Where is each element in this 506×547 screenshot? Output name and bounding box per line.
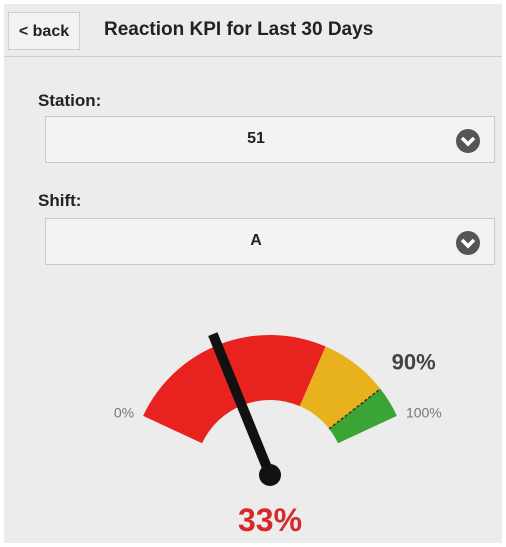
shift-select[interactable]: A xyxy=(45,218,495,265)
header: < back Reaction KPI for Last 30 Days xyxy=(4,4,502,57)
shift-value: A xyxy=(250,232,262,249)
needle-hub xyxy=(259,464,281,486)
dropdown-icon xyxy=(456,231,480,255)
screen: < back Reaction KPI for Last 30 Days Sta… xyxy=(4,4,502,543)
tick-label: 100% xyxy=(406,405,442,421)
back-button[interactable]: < back xyxy=(8,12,80,50)
target-line xyxy=(328,388,381,430)
station-label: Station: xyxy=(38,91,102,110)
station-value: 51 xyxy=(247,130,265,147)
shift-label: Shift: xyxy=(38,191,82,210)
gauge-band xyxy=(299,346,381,429)
gauge-band xyxy=(329,388,397,444)
page-title: Reaction KPI for Last 30 Days xyxy=(104,19,374,40)
station-select[interactable]: 51 xyxy=(45,116,495,163)
dropdown-icon xyxy=(456,129,480,153)
needle xyxy=(208,332,275,477)
value-label: 33% xyxy=(238,502,302,538)
gauge: 90% 0% 100% 33% xyxy=(114,332,442,538)
target-label: 90% xyxy=(392,349,436,374)
tick-label: 0% xyxy=(114,405,134,421)
